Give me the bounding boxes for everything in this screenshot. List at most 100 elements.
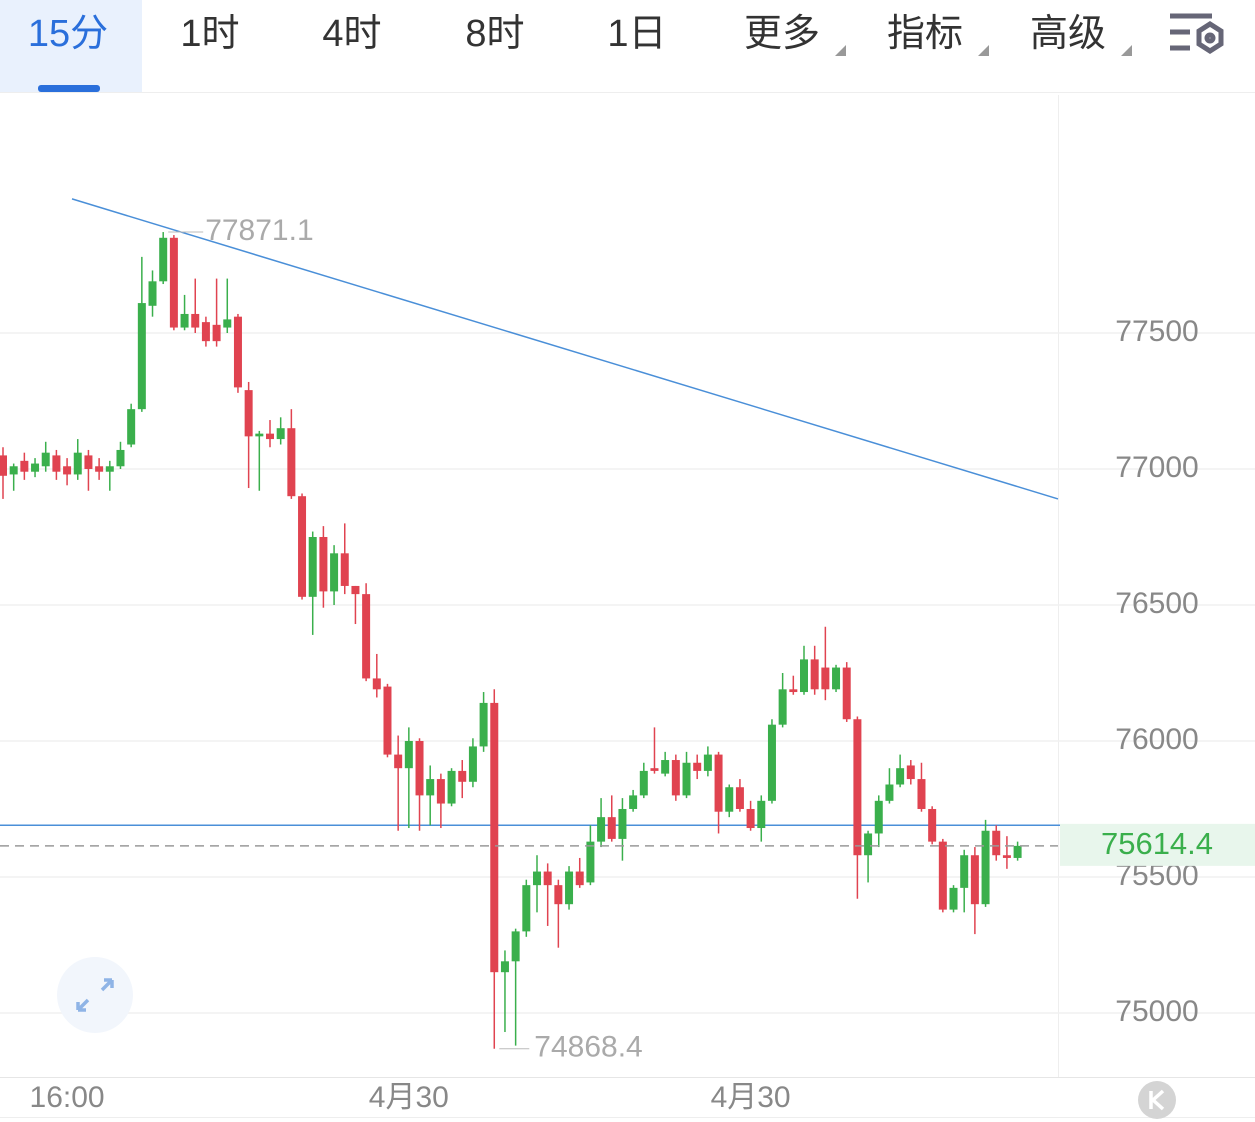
candle-body [992,830,1001,856]
candle-body [500,961,509,973]
candle-body [468,746,477,782]
candle-body [447,770,456,804]
candle-body [52,455,61,472]
candle-body [394,754,403,769]
candle-body [1013,845,1022,858]
candle-body [148,281,157,306]
candle-body [201,322,210,342]
last-price-bg [1060,823,1255,866]
candle-body [810,659,819,690]
candle-body [31,463,40,472]
dropdown-arrow [978,45,989,56]
candle-body [330,553,339,592]
candle-body [212,324,221,342]
candle-body [522,885,531,932]
candle-body [757,800,766,829]
candle-body [575,871,584,886]
candle-body [298,496,307,597]
candle-body [949,887,958,910]
tab[interactable]: 15分 [28,13,108,55]
candle-body [586,841,595,883]
tab-bar: 15分 1时 4时 8时 1日 更多 指标 高级 [28,13,1106,55]
candle-body [127,409,136,445]
candle-body [244,390,253,437]
candle-body [661,760,670,774]
max-label: 77871.1 [205,214,313,247]
candle-body [340,553,349,586]
candle-body [885,784,894,801]
candle-body [372,678,381,690]
candle-body [287,428,296,497]
candle-body [223,319,232,328]
k-button[interactable] [1138,1081,1176,1119]
dropdown-arrow [1121,45,1132,56]
candle-body [554,885,563,905]
candle-body [618,808,627,839]
candle-body [981,830,990,905]
y-tick-label: 77000 [1115,451,1198,484]
candle-body [319,536,328,592]
tab[interactable]: 8时 [465,13,524,55]
candle-body [479,702,488,747]
candle-body [1002,855,1011,858]
candle-body [864,833,873,856]
candle-body [832,667,841,690]
candle-body [597,817,606,842]
candle-body [533,871,541,886]
candle-body [169,237,178,328]
expand-button[interactable] [57,957,133,1033]
tab[interactable]: 高级 [1030,13,1106,55]
y-tick-label: 76500 [1115,587,1198,620]
tab[interactable]: 1时 [180,13,239,55]
candle-body [842,667,851,720]
candle-body [735,787,744,809]
x-tick-label: 4月30 [711,1081,791,1114]
candle-body [511,931,520,962]
candle-body [458,770,467,782]
candle-body [671,760,680,796]
candle-body [682,762,691,796]
candle-body [362,594,371,679]
y-tick-label: 77500 [1115,315,1198,348]
candle-body [821,667,830,690]
candle-body [938,841,947,910]
candle-body [41,452,50,467]
x-tick-label: 16:00 [30,1081,105,1114]
dropdown-arrow [835,45,846,56]
candle-body [960,855,969,888]
candle-body [789,689,798,693]
x-tick-label: 4月30 [369,1081,449,1114]
candle-body [725,787,734,812]
candle-body [191,313,200,328]
candle-body [20,460,29,472]
candle-body [490,702,499,973]
candle-body [308,536,317,597]
candle-body [159,237,168,282]
settings-icon[interactable] [1170,13,1224,54]
candle-body [276,428,285,440]
tab[interactable]: 4时 [322,13,381,55]
candle-body [800,659,808,693]
candle-body [415,740,424,796]
candle-body [607,817,616,839]
tab[interactable]: 更多 [744,13,820,55]
candle-body [629,795,638,809]
candle-body [137,303,146,410]
candle-body [714,754,723,812]
candle-body [853,719,862,856]
tab[interactable]: 1日 [607,13,666,55]
candle-body [255,433,264,437]
candle-body [73,452,82,475]
candle-body [404,740,413,769]
tab[interactable]: 指标 [887,13,963,55]
candle-body [63,466,72,475]
candle-body [233,316,242,388]
candle-body [436,779,445,804]
candle-body [928,808,937,842]
candle-body [703,754,712,771]
candle-body [95,466,104,472]
candle-body [105,466,114,472]
